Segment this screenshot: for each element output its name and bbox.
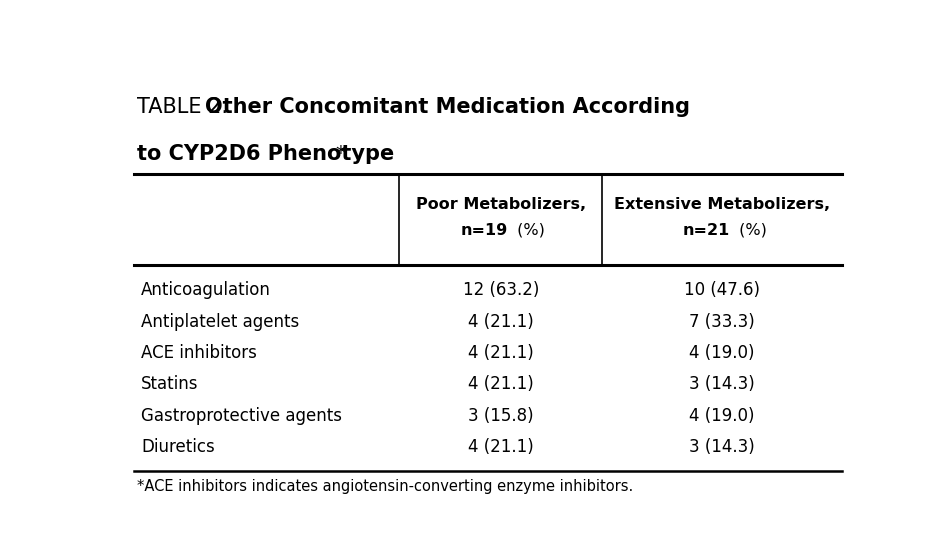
Text: 4 (19.0): 4 (19.0) [689, 344, 755, 362]
Text: Anticoagulation: Anticoagulation [141, 281, 271, 300]
Text: (%): (%) [734, 223, 766, 238]
Text: 4 (19.0): 4 (19.0) [689, 407, 755, 425]
Text: n=19: n=19 [461, 223, 508, 238]
Text: Diuretics: Diuretics [141, 438, 215, 456]
Text: ACE inhibitors: ACE inhibitors [141, 344, 257, 362]
Text: TABLE 2.: TABLE 2. [137, 97, 235, 117]
Text: 4 (21.1): 4 (21.1) [468, 438, 534, 456]
Text: 4 (21.1): 4 (21.1) [468, 344, 534, 362]
Text: *ACE inhibitors indicates angiotensin-converting enzyme inhibitors.: *ACE inhibitors indicates angiotensin-co… [137, 479, 634, 494]
Text: Gastroprotective agents: Gastroprotective agents [141, 407, 342, 425]
Text: 7 (33.3): 7 (33.3) [689, 312, 755, 331]
Text: (%): (%) [512, 223, 545, 238]
Text: to CYP2D6 Phenotype: to CYP2D6 Phenotype [137, 145, 395, 164]
Text: n=21: n=21 [683, 223, 729, 238]
Text: 4 (21.1): 4 (21.1) [468, 312, 534, 331]
Text: 10 (47.6): 10 (47.6) [684, 281, 760, 300]
Text: Extensive Metabolizers,: Extensive Metabolizers, [614, 197, 830, 212]
Text: Other Concomitant Medication According: Other Concomitant Medication According [206, 97, 690, 117]
Text: Statins: Statins [141, 376, 199, 393]
Text: 3 (14.3): 3 (14.3) [689, 438, 755, 456]
Text: 3 (15.8): 3 (15.8) [468, 407, 534, 425]
Text: Poor Metabolizers,: Poor Metabolizers, [416, 197, 585, 212]
Text: 3 (14.3): 3 (14.3) [689, 376, 755, 393]
Text: *: * [335, 145, 345, 163]
Text: 12 (63.2): 12 (63.2) [463, 281, 539, 300]
Text: Antiplatelet agents: Antiplatelet agents [141, 312, 299, 331]
Text: 4 (21.1): 4 (21.1) [468, 376, 534, 393]
